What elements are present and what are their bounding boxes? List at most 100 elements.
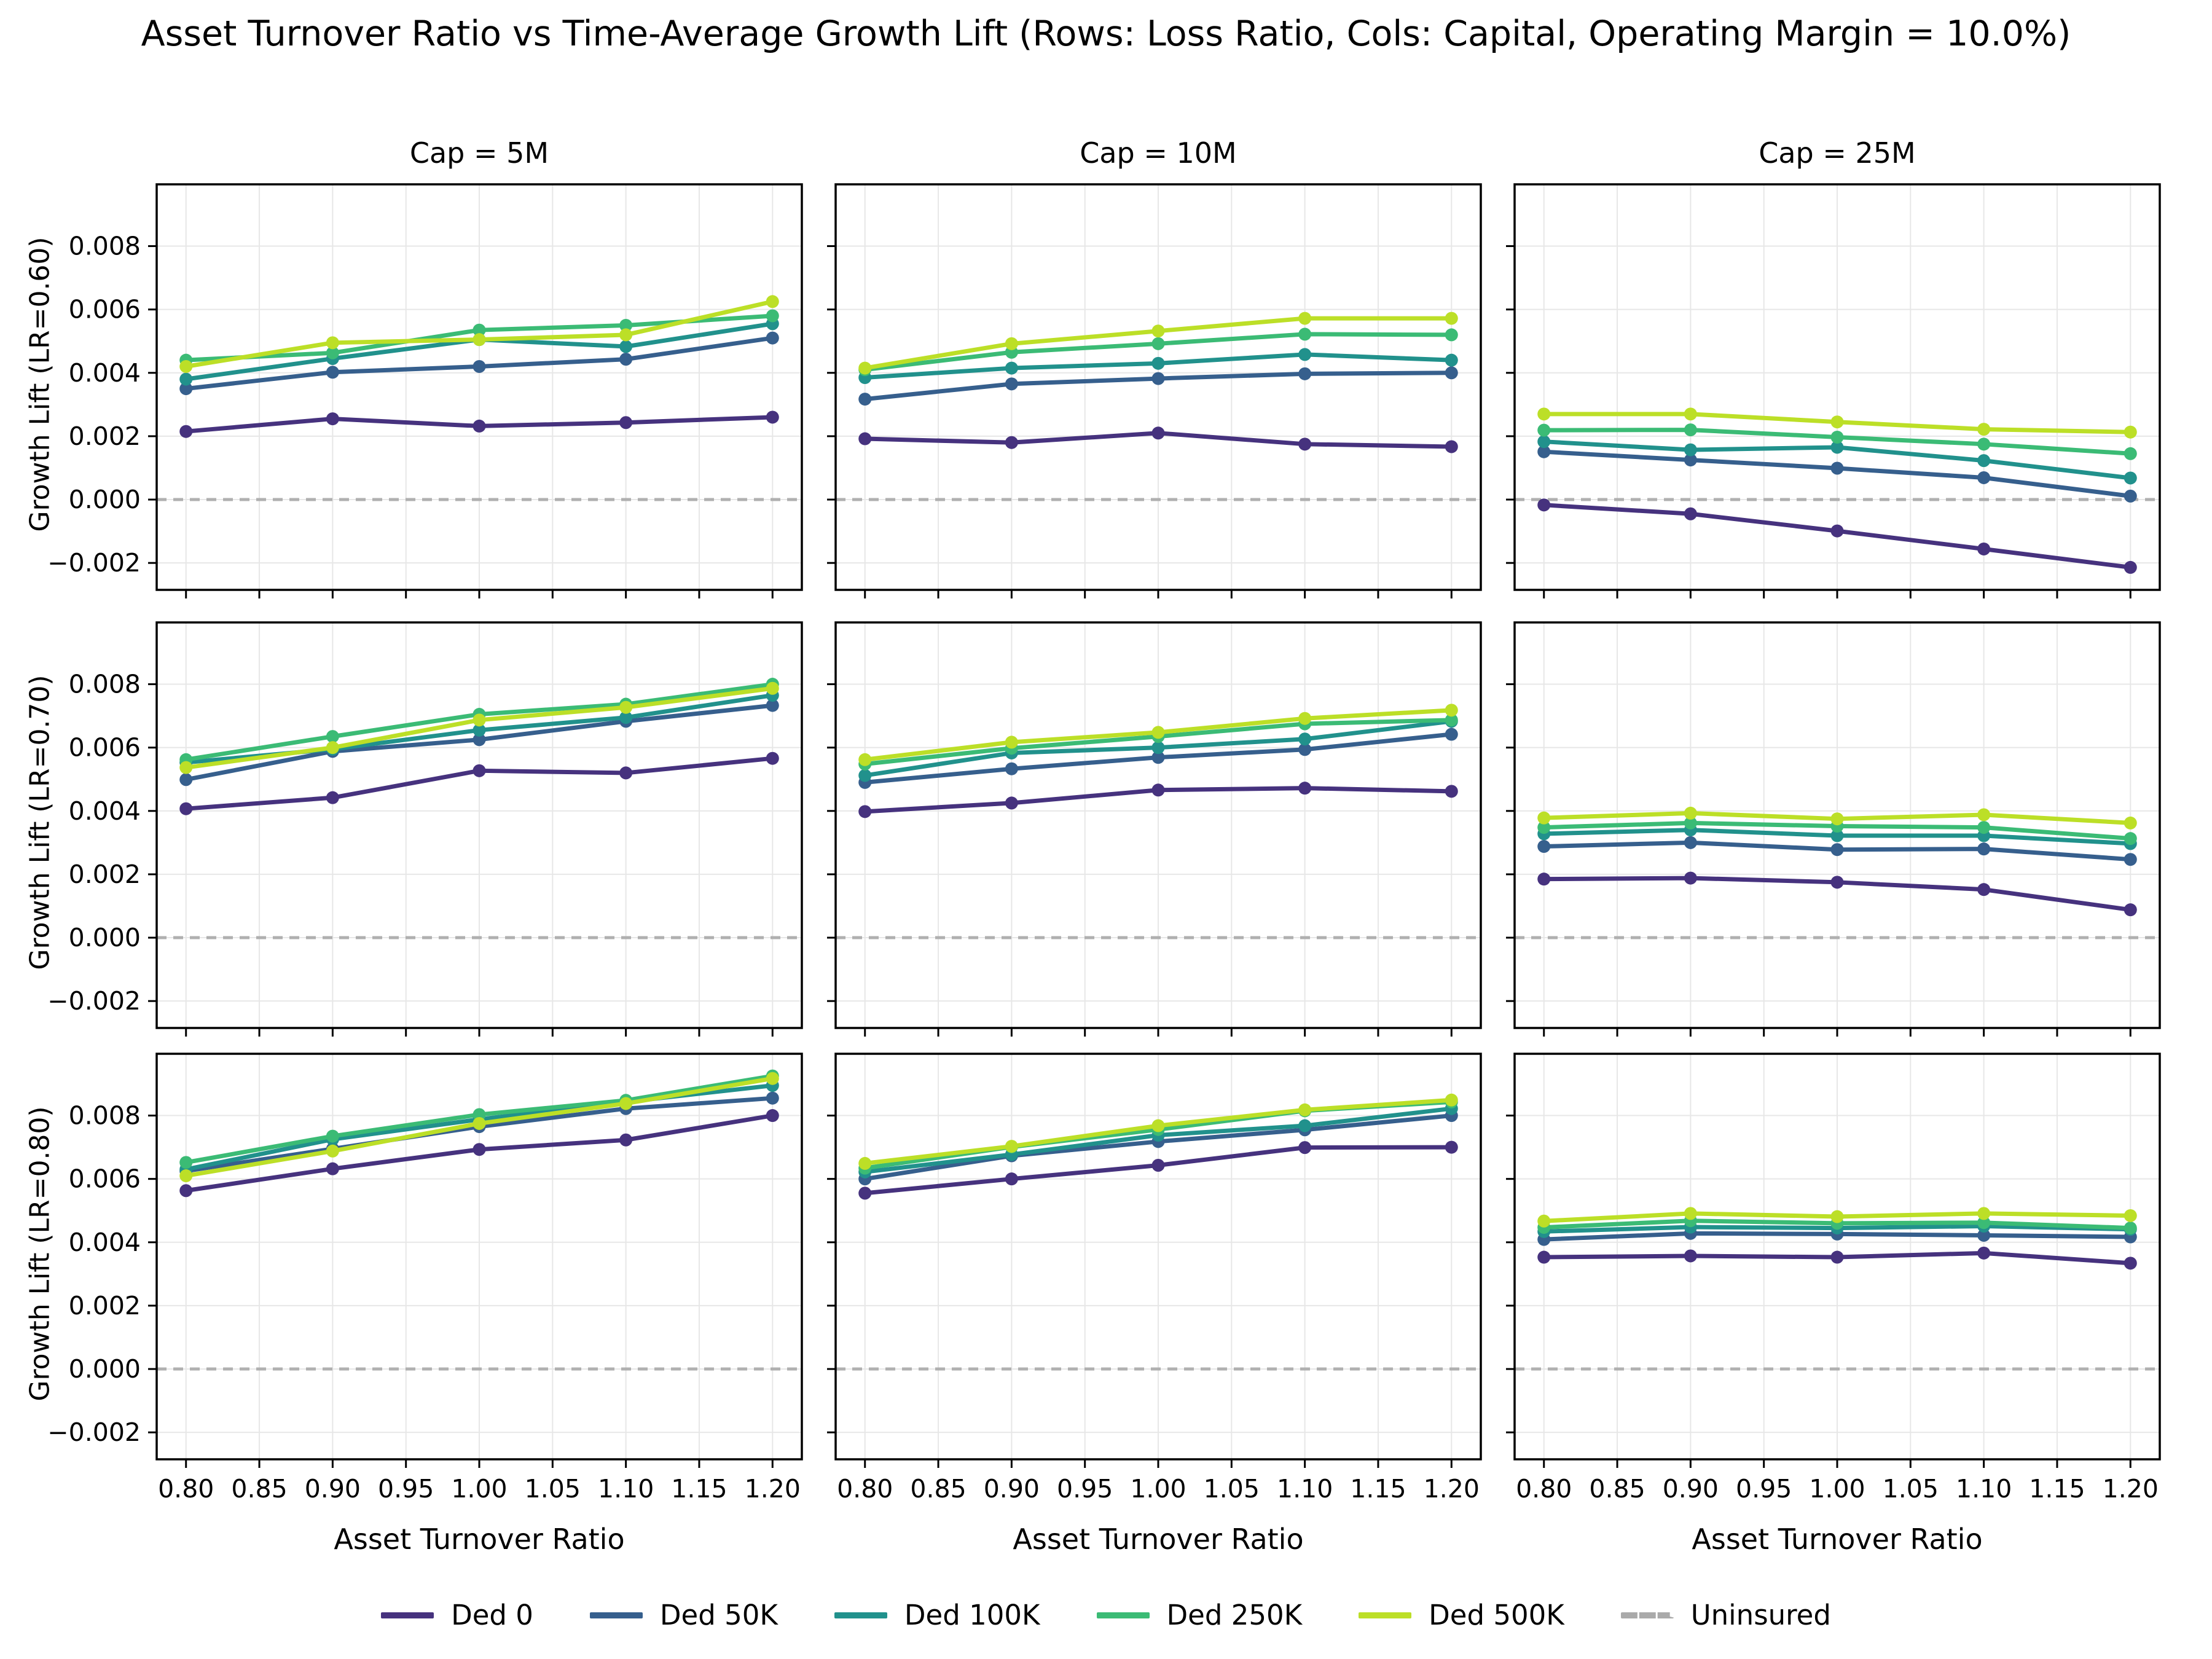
y-tick-label: 0.008 — [69, 1101, 141, 1131]
data-point — [179, 802, 193, 815]
subplot-lr060-cap2 — [827, 183, 1482, 598]
x-tick-label: 1.20 — [745, 1474, 801, 1504]
x-tick-label: 0.80 — [158, 1474, 214, 1504]
data-point — [1684, 1207, 1697, 1220]
data-point — [179, 359, 193, 373]
data-point — [2124, 816, 2137, 830]
y-tick-label: 0.002 — [69, 860, 141, 889]
x-tick-label: 1.15 — [1350, 1474, 1406, 1504]
data-point — [326, 1144, 339, 1158]
data-point — [1005, 1172, 1018, 1186]
data-point — [1445, 713, 1458, 727]
subplot-lr070-cap2 — [827, 621, 1482, 1037]
data-point — [619, 1133, 633, 1147]
x-tick-label: 0.85 — [1589, 1474, 1645, 1504]
data-point — [1977, 1228, 1991, 1242]
data-point — [2124, 1209, 2137, 1222]
xlabel-col3: Asset Turnover Ratio — [1692, 1523, 1983, 1556]
data-point — [1445, 1140, 1458, 1154]
data-point — [1537, 407, 1551, 421]
ylabel-row-lr080: Growth Lift (LR=0.80) — [24, 1106, 56, 1402]
x-tick-label: 1.00 — [1130, 1474, 1186, 1504]
data-point — [1830, 843, 1844, 857]
y-tick-label: 0.002 — [69, 422, 141, 451]
subplot-lr080-cap3: 0.80 0.85 0.90 0.95 1.00 1.05 1.10 1.15 1.20 — [1506, 1053, 2161, 1504]
data-point — [1830, 430, 1844, 444]
plot-border — [834, 183, 1482, 591]
subplot-lr070-cap1: −0.002 0.000 0.002 0.004 0.006 0.008 — [47, 621, 803, 1037]
data-point — [1005, 735, 1018, 749]
data-point — [858, 1156, 872, 1170]
y-tick-label: 0.006 — [69, 733, 141, 763]
data-point — [473, 733, 486, 747]
ylabel-row-lr070: Growth Lift (LR=0.70) — [24, 675, 56, 970]
data-point — [1977, 437, 1991, 451]
data-point — [1298, 1103, 1312, 1116]
data-point — [1537, 873, 1551, 886]
x-tick-label: 1.10 — [1956, 1474, 2012, 1504]
data-point — [1830, 1250, 1844, 1264]
data-point — [1298, 1141, 1312, 1155]
legend-label: Uninsured — [1690, 1599, 1831, 1631]
data-point — [1537, 498, 1551, 512]
figure-title: Asset Turnover Ratio vs Time-Average Gro… — [141, 14, 2071, 54]
x-tick-label: 0.95 — [1736, 1474, 1792, 1504]
data-point — [766, 751, 779, 765]
plot-border — [834, 1053, 1482, 1461]
col-title-cap-5m: Cap = 5M — [409, 136, 549, 170]
legend-item-ded-250k: Ded 250K — [1096, 1599, 1302, 1631]
x-tick-label: 1.10 — [1277, 1474, 1333, 1504]
data-point — [1298, 743, 1312, 756]
data-point — [1977, 471, 1991, 484]
x-tick-label: 0.80 — [837, 1474, 893, 1504]
x-tick-label: 0.90 — [984, 1474, 1040, 1504]
data-point — [1445, 328, 1458, 342]
data-point — [619, 353, 633, 366]
data-point — [858, 432, 872, 445]
data-point — [326, 366, 339, 379]
data-point — [1151, 337, 1165, 350]
data-point — [1684, 423, 1697, 437]
ylabel-row-lr060: Growth Lift (LR=0.60) — [24, 237, 56, 532]
data-point — [858, 393, 872, 406]
data-point — [766, 331, 779, 345]
data-point — [766, 1072, 779, 1085]
data-point — [1830, 461, 1844, 475]
data-point — [1445, 1093, 1458, 1107]
data-point — [1830, 812, 1844, 826]
data-point — [858, 1186, 872, 1200]
x-tick-label: 1.15 — [2029, 1474, 2085, 1504]
data-point — [766, 699, 779, 712]
data-point — [619, 416, 633, 429]
data-point — [179, 1169, 193, 1183]
data-point — [326, 730, 339, 743]
data-point — [619, 328, 633, 342]
data-point — [1684, 806, 1697, 820]
data-point — [1684, 453, 1697, 467]
legend-item-ded-0: Ded 0 — [381, 1599, 533, 1631]
data-point — [1151, 1159, 1165, 1172]
data-point — [766, 309, 779, 323]
x-tick-label: 1.00 — [1809, 1474, 1865, 1504]
legend-swatch-ded-250k — [1096, 1612, 1150, 1618]
legend-swatch-ded-100k — [834, 1612, 887, 1618]
xlabel-col2: Asset Turnover Ratio — [1013, 1523, 1304, 1556]
data-point — [326, 791, 339, 804]
data-point — [1537, 423, 1551, 437]
data-point — [1537, 1214, 1551, 1228]
plot-border — [834, 621, 1482, 1029]
legend-item-ded-50k: Ded 50K — [589, 1599, 778, 1631]
y-tick-label: 0.004 — [69, 1228, 141, 1257]
data-point — [619, 340, 633, 353]
data-point — [473, 333, 486, 347]
data-point — [2124, 560, 2137, 574]
data-point — [1445, 312, 1458, 325]
data-point — [2124, 447, 2137, 460]
data-point — [179, 382, 193, 396]
x-tick-label: 1.15 — [671, 1474, 727, 1504]
data-point — [1005, 1140, 1018, 1153]
data-point — [1151, 1119, 1165, 1132]
data-point — [2124, 489, 2137, 503]
plot-border — [1513, 621, 2161, 1029]
